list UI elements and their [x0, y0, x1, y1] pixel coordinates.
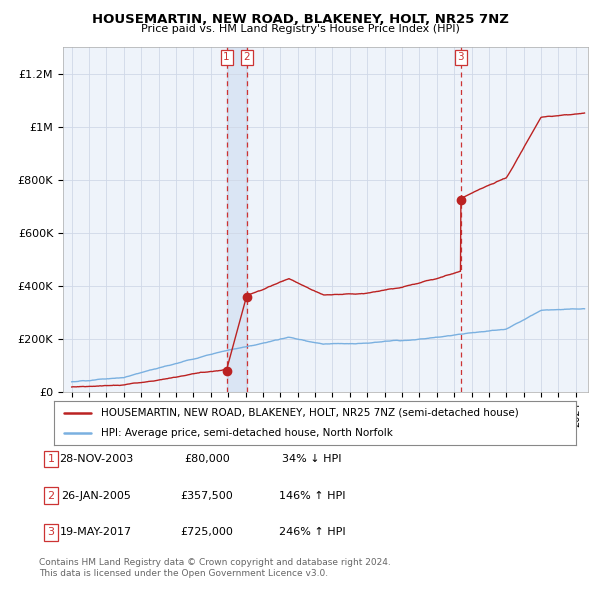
Text: 19-MAY-2017: 19-MAY-2017: [60, 527, 132, 537]
Text: 3: 3: [457, 53, 464, 63]
Text: 146% ↑ HPI: 146% ↑ HPI: [279, 491, 345, 500]
Text: 1: 1: [47, 454, 55, 464]
Text: 2: 2: [244, 53, 250, 63]
Text: HOUSEMARTIN, NEW ROAD, BLAKENEY, HOLT, NR25 7NZ (semi-detached house): HOUSEMARTIN, NEW ROAD, BLAKENEY, HOLT, N…: [101, 408, 519, 418]
Text: £357,500: £357,500: [181, 491, 233, 500]
Text: Price paid vs. HM Land Registry's House Price Index (HPI): Price paid vs. HM Land Registry's House …: [140, 24, 460, 34]
Text: Contains HM Land Registry data © Crown copyright and database right 2024.: Contains HM Land Registry data © Crown c…: [39, 558, 391, 566]
Text: HOUSEMARTIN, NEW ROAD, BLAKENEY, HOLT, NR25 7NZ: HOUSEMARTIN, NEW ROAD, BLAKENEY, HOLT, N…: [92, 13, 508, 26]
Text: 2: 2: [47, 491, 55, 500]
Text: £80,000: £80,000: [184, 454, 230, 464]
Text: 1: 1: [223, 53, 230, 63]
Text: HPI: Average price, semi-detached house, North Norfolk: HPI: Average price, semi-detached house,…: [101, 428, 393, 438]
Text: 28-NOV-2003: 28-NOV-2003: [59, 454, 133, 464]
Text: £725,000: £725,000: [181, 527, 233, 537]
Text: 3: 3: [47, 527, 55, 537]
Text: 26-JAN-2005: 26-JAN-2005: [61, 491, 131, 500]
Text: This data is licensed under the Open Government Licence v3.0.: This data is licensed under the Open Gov…: [39, 569, 328, 578]
Text: 246% ↑ HPI: 246% ↑ HPI: [278, 527, 346, 537]
Bar: [227, 47, 247, 392]
Text: 34% ↓ HPI: 34% ↓ HPI: [282, 454, 342, 464]
